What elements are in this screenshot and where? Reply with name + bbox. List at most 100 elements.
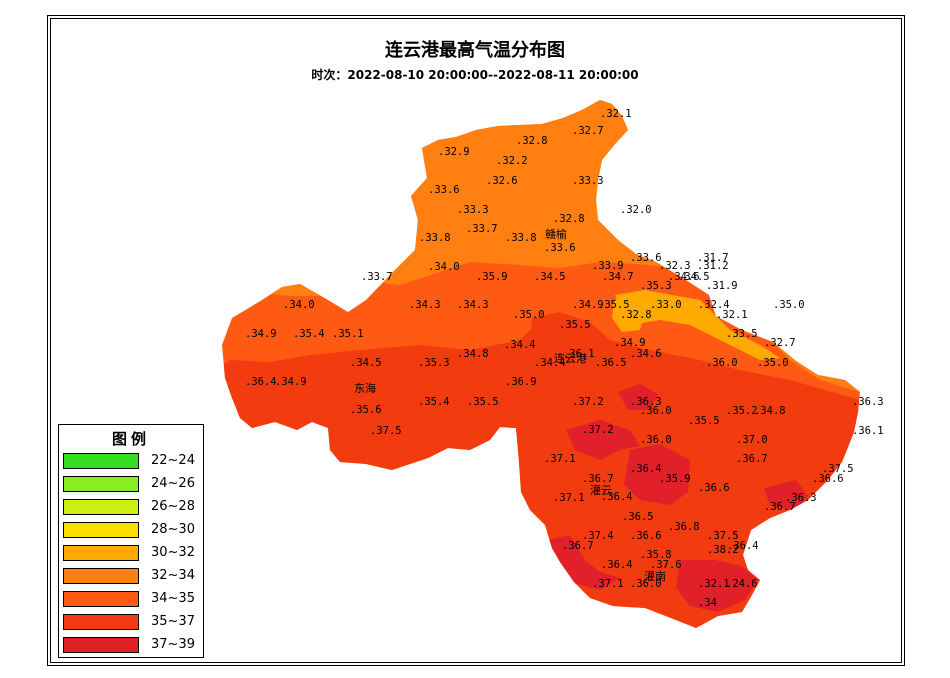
station-temperature-label: .34.3 <box>409 299 441 311</box>
zone-37-39-a <box>566 420 640 460</box>
station-temperature-label: .31.2 <box>697 260 729 272</box>
station-temperature-label: .35.4 <box>293 328 325 340</box>
station-temperature-label: .24.6 <box>726 578 758 590</box>
station-temperature-label: .35.8 <box>640 549 672 561</box>
station-temperature-label: .36.4 <box>727 540 759 552</box>
station-temperature-label: .34.9 <box>245 328 277 340</box>
station-temperature-label: .36.4 <box>601 559 633 571</box>
station-temperature-label: .32.7 <box>572 125 604 137</box>
station-temperature-label: .36.5 <box>595 357 627 369</box>
station-temperature-label: .37.5 <box>822 463 854 475</box>
legend-label: 37~39 <box>151 637 195 652</box>
station-temperature-label: .34.7 <box>602 271 634 283</box>
zone-35-37-core <box>530 312 610 370</box>
station-temperature-label: .34 <box>698 597 717 609</box>
legend-item: 22~24 <box>63 453 201 472</box>
station-temperature-label: .34.6 <box>668 271 700 283</box>
station-temperature-label: .35.0 <box>757 357 789 369</box>
station-temperature-label: .34.3 <box>457 299 489 311</box>
station-temperature-label: .36.1 <box>563 348 595 360</box>
legend-swatch <box>63 476 139 492</box>
station-temperature-label: .33.3 <box>572 175 604 187</box>
station-temperature-label: .32.3 <box>659 260 691 272</box>
legend-item: 24~26 <box>63 476 201 495</box>
legend-label: 32~34 <box>151 568 195 583</box>
station-temperature-label: .38.2 <box>707 544 739 556</box>
station-temperature-label: .34.9 <box>275 376 307 388</box>
station-temperature-label: .35.5 <box>598 299 630 311</box>
station-temperature-label: .35.2 <box>726 405 758 417</box>
map-frame <box>50 18 902 663</box>
zone-30-32-b <box>612 296 646 332</box>
station-temperature-label: .36.7 <box>562 540 594 552</box>
city-label: 连云港 <box>554 352 587 365</box>
city-label: 灌南 <box>644 570 666 583</box>
station-temperature-label: .33.0 <box>650 299 682 311</box>
zone-37-39-b <box>618 384 658 410</box>
station-temperature-label: .34.0 <box>428 261 460 273</box>
station-temperature-label: .36.3 <box>852 396 884 408</box>
legend-item: 35~37 <box>63 614 201 633</box>
station-temperature-label: .34.6 <box>630 348 662 360</box>
station-temperature-label: .32.7 <box>764 337 796 349</box>
station-temperature-label: .36.1 <box>852 425 884 437</box>
city-label: 东海 <box>354 381 376 395</box>
station-temperature-label: .35.5 <box>559 319 591 331</box>
station-temperature-label: .36.4 <box>630 463 662 475</box>
zone-34-35-patch <box>468 268 516 305</box>
legend-item: 26~28 <box>63 499 201 518</box>
station-temperature-label: .32.8 <box>553 213 585 225</box>
station-temperature-label: .32.6 <box>486 175 518 187</box>
station-temperature-label: .36.6 <box>630 530 662 542</box>
station-temperature-label: .37.1 <box>553 492 585 504</box>
station-temperature-label: .37.5 <box>707 530 739 542</box>
station-temperature-label: .35.6 <box>350 404 382 416</box>
station-temperature-label: .33.6 <box>544 242 576 254</box>
station-temperature-label: .37.1 <box>544 453 576 465</box>
zone-37-39-d <box>764 480 808 510</box>
station-temperature-label: .36.5 <box>622 511 654 523</box>
station-temperature-label: .37.2 <box>582 424 614 436</box>
station-temperature-label: .34.4 <box>504 339 536 351</box>
station-temperature-label: .32.1 <box>600 108 632 120</box>
legend-label: 28~30 <box>151 522 195 537</box>
legend-label: 24~26 <box>151 476 195 491</box>
city-label: 灌云 <box>590 484 612 497</box>
station-temperature-label: .33.5 <box>726 328 758 340</box>
station-temperature-label: .35.3 <box>640 280 672 292</box>
station-temperature-label: .37.2 <box>572 396 604 408</box>
city-label: 赣榆 <box>545 227 567 241</box>
zone-30-32 <box>615 290 780 360</box>
legend-item: 34~35 <box>63 591 201 610</box>
station-temperature-label: .32.1 <box>698 578 730 590</box>
station-temperature-label: .37.1 <box>592 578 624 590</box>
station-temperature-label: .36.6 <box>812 473 844 485</box>
station-temperature-label: .35.1 <box>332 328 364 340</box>
station-temperature-label: .33.8 <box>419 232 451 244</box>
legend-label: 35~37 <box>151 614 195 629</box>
station-temperature-label: .33.7 <box>466 223 498 235</box>
station-temperature-label: .32.1 <box>716 309 748 321</box>
station-temperature-label: .32.2 <box>496 155 528 167</box>
station-temperature-label: .33.3 <box>457 204 489 216</box>
station-temperature-label: .34.0 <box>283 299 315 311</box>
station-temperature-label: .35.4 <box>418 396 450 408</box>
station-temperature-label: .33.8 <box>505 232 537 244</box>
legend-swatch <box>63 568 139 584</box>
station-temperature-label: .34.5 <box>350 357 382 369</box>
legend-swatch <box>63 453 139 469</box>
legend-item: 37~39 <box>63 637 201 656</box>
station-temperature-label: .37.4 <box>582 530 614 542</box>
legend-label: 30~32 <box>151 545 195 560</box>
station-labels: .32.1 .32.7 .32.8 .32.9 .32.2 .32.6 .33.3 .33.6… <box>245 108 884 609</box>
station-temperature-label: .36.6 <box>698 482 730 494</box>
station-temperature-label: .36.7 <box>736 453 768 465</box>
station-temperature-label: .36.9 <box>505 376 537 388</box>
legend-title: 图例 <box>111 430 150 448</box>
station-temperature-label: .36.4 <box>245 376 277 388</box>
station-temperature-label: .32.0 <box>620 204 652 216</box>
station-temperature-label: .36.0 <box>640 405 672 417</box>
legend-swatch <box>63 614 139 630</box>
